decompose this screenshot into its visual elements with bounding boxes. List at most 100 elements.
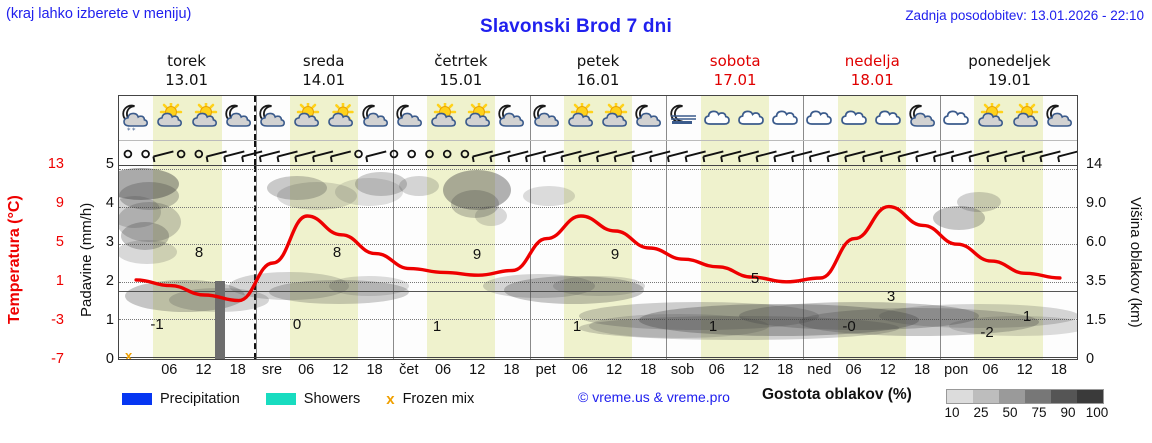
day-separator	[940, 96, 942, 140]
weather-icon-moon-cloud	[908, 103, 938, 133]
x-tick-label: 12	[1016, 362, 1033, 378]
weather-icon-cloud	[840, 103, 870, 133]
temperature-tick: -3	[51, 312, 64, 328]
gridline	[119, 244, 1077, 246]
legend-label-precipitation: Precipitation	[160, 391, 240, 407]
svg-text:*: *	[132, 127, 136, 134]
x-tick-label: 06	[298, 362, 315, 378]
day-date: 17.01	[713, 71, 757, 89]
wind-barb-band	[119, 141, 1077, 166]
weather-icon-moon-cloud-snow: * *	[121, 103, 151, 133]
day-name: torek	[167, 52, 206, 70]
temperature-point-label: 3	[886, 288, 896, 305]
legend-label-showers: Showers	[303, 391, 361, 407]
legend-label-frozen-mix: Frozen mix	[402, 391, 475, 407]
weather-icon-moon-cloud	[361, 103, 391, 133]
precipitation-tick: 1	[105, 312, 114, 328]
frozen-mix-icon: x	[386, 390, 395, 408]
precipitation-bar	[215, 281, 225, 359]
x-tick-label: 12	[195, 362, 212, 378]
current-time-marker	[253, 166, 256, 359]
temperature-axis-title: Temperatura (°C)	[6, 195, 23, 325]
x-tick-label: 06	[708, 362, 725, 378]
day-name: nedelja	[844, 52, 900, 70]
x-tick-label: 18	[640, 362, 657, 378]
x-tick-label: 18	[1050, 362, 1067, 378]
gridline	[119, 357, 1077, 358]
cloud-density-gradient-bar	[946, 389, 1104, 404]
temperature-point-label: 9	[472, 246, 482, 263]
temperature-tick: 1	[55, 273, 64, 289]
cloud-density-step-label: 100	[1085, 405, 1109, 420]
weather-icon-sun-cloud	[463, 103, 493, 133]
frozen-mix-marker: x	[125, 348, 133, 359]
weather-icon-sun-cloud	[566, 103, 596, 133]
day-separator	[392, 141, 394, 165]
day-separator	[940, 141, 942, 165]
gridline	[119, 206, 1077, 208]
day-header-ponedeljek: ponedeljek 19.01	[941, 52, 1078, 94]
temperature-point-label: -2	[980, 324, 994, 341]
daylight-shading	[153, 166, 222, 359]
weather-icon-moon-cloud	[497, 103, 527, 133]
daylight-shading	[837, 166, 906, 359]
cloud-density-scale-labels: 10 25 50 75 90 100	[940, 405, 1115, 423]
x-tick-label: 12	[606, 362, 623, 378]
day-separator	[940, 166, 942, 359]
day-separator	[392, 96, 394, 140]
cloud-height-tick: 9.0	[1086, 195, 1107, 211]
x-tick-label: 18	[366, 362, 383, 378]
x-tick-label: 06	[845, 362, 862, 378]
weather-icon-moon-fog	[669, 103, 699, 133]
day-date: 15.01	[439, 71, 483, 89]
day-separator	[529, 166, 531, 359]
x-tick-label: čet	[399, 362, 419, 378]
daylight-shading	[426, 166, 496, 359]
showers-swatch	[265, 393, 296, 405]
day-separator	[666, 166, 668, 359]
weather-icon-cloud	[874, 103, 904, 133]
wind-barbs	[123, 149, 1077, 163]
day-separator	[529, 141, 531, 165]
day-date: 14.01	[302, 71, 346, 89]
day-header-nedelja: nedelja 18.01	[804, 52, 941, 94]
temperature-point-label: 1	[572, 318, 582, 335]
precipitation-swatch	[122, 393, 152, 405]
page-title: Slavonski Brod 7 dni	[480, 16, 672, 37]
day-separator	[529, 96, 531, 140]
temperature-tick: 13	[47, 156, 64, 172]
day-date: 18.01	[850, 71, 894, 89]
current-time-marker	[253, 96, 256, 140]
day-header-četrtek: četrtek 15.01	[392, 52, 529, 94]
x-tick-label: 18	[913, 362, 931, 378]
day-name: petek	[576, 52, 620, 70]
x-tick-label: pon	[944, 362, 969, 378]
x-tick-label: 12	[332, 362, 349, 378]
weather-icon-cloud	[771, 103, 801, 133]
weather-icon-sun-cloud	[429, 103, 459, 133]
temperature-point-label: 1	[432, 318, 442, 335]
temperature-point-label: 8	[332, 244, 342, 261]
gridline	[119, 281, 1077, 283]
x-tick-label: 06	[571, 362, 588, 378]
day-separator	[803, 96, 805, 140]
precipitation-tick: 3	[105, 234, 114, 250]
x-tick-label: pet	[535, 362, 556, 378]
cloud-density-step	[1077, 390, 1103, 403]
x-tick-label: sob	[670, 362, 695, 378]
copyright-link[interactable]: © vreme.us & vreme.pro	[578, 389, 730, 405]
x-tick-label: ned	[807, 362, 832, 378]
day-name: četrtek	[434, 52, 488, 70]
weather-icon-sun-cloud	[1011, 103, 1041, 133]
temperature-tick: 5	[55, 234, 64, 250]
legend-item-showers: Showers	[265, 391, 361, 407]
location-menu-note: (kraj lahko izberete v meniju)	[6, 6, 192, 22]
temperature-point-label: 5	[750, 270, 760, 287]
cloud-height-axis-title: Višina oblakov (km)	[1127, 197, 1144, 328]
day-date: 16.01	[576, 71, 620, 89]
weather-icon-sun-cloud	[600, 103, 630, 133]
day-separator	[255, 96, 257, 140]
precipitation-axis-title: Padavine (mm/h)	[78, 202, 95, 318]
freezing-level-line	[119, 291, 1077, 293]
day-name: ponedeljek	[968, 52, 1051, 70]
